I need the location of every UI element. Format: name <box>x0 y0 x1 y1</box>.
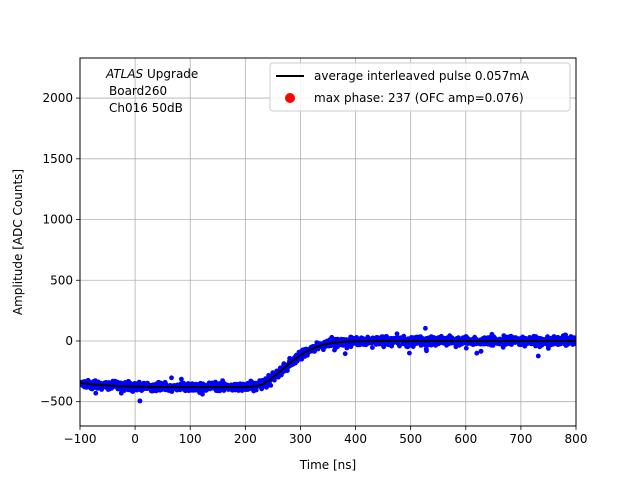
y-tick-label: 1000 <box>42 213 73 227</box>
x-axis-ticks: −100 0 100 200 300 400 500 600 700 800 <box>64 426 588 446</box>
data-point <box>200 388 206 394</box>
data-point <box>500 344 506 350</box>
y-tick-label: 2000 <box>42 91 73 105</box>
data-point <box>401 333 407 339</box>
plot-frame <box>79 57 577 427</box>
data-point <box>253 387 259 393</box>
legend: average interleaved pulse 0.057mA max ph… <box>269 62 571 112</box>
data-point <box>478 348 484 354</box>
data-point <box>92 379 97 384</box>
data-point <box>423 325 428 331</box>
data-point <box>370 345 375 350</box>
data-point <box>555 342 561 347</box>
y-tick-label: −500 <box>40 395 73 409</box>
y-axis-ticks: −500 0 500 1000 1500 2000 <box>40 91 80 409</box>
data-point <box>423 346 429 352</box>
data-point <box>332 343 338 349</box>
data-point <box>412 341 418 347</box>
x-tick-label: 200 <box>234 432 257 446</box>
data-point <box>110 378 116 384</box>
annotation-upgrade: Upgrade <box>143 67 198 81</box>
data-point <box>478 341 484 347</box>
data-point <box>533 334 539 340</box>
y-tick-label: 500 <box>50 273 73 287</box>
data-point <box>85 384 90 390</box>
annotation-atlas: ATLAS <box>105 67 144 81</box>
data-point <box>169 375 174 381</box>
data-point <box>523 336 528 341</box>
y-tick-label: 0 <box>65 334 73 348</box>
atlas-annotation: ATLAS Upgrade Board260 Ch016 50dB <box>105 67 198 115</box>
data-point <box>501 335 507 340</box>
data-point <box>395 340 401 346</box>
data-point <box>384 335 390 340</box>
data-point <box>344 345 350 351</box>
data-point <box>474 350 480 356</box>
annotation-channel: Ch016 50dB <box>109 101 183 115</box>
x-tick-label: 100 <box>179 432 202 446</box>
x-tick-label: 800 <box>565 432 588 446</box>
data-point <box>93 390 99 396</box>
x-tick-label: 300 <box>289 432 312 446</box>
data-point <box>264 384 269 389</box>
data-point <box>540 341 545 346</box>
legend-entry-max-phase: max phase: 237 (OFC amp=0.076) <box>314 91 524 105</box>
legend-entry-average-pulse: average interleaved pulse 0.057mA <box>314 69 530 83</box>
annotation-board: Board260 <box>109 84 167 98</box>
data-point <box>485 341 491 347</box>
data-point <box>198 382 204 387</box>
data-point <box>570 342 576 347</box>
x-tick-label: 500 <box>399 432 422 446</box>
data-point <box>193 387 199 393</box>
data-point <box>568 334 574 339</box>
data-point <box>386 342 391 348</box>
svg-text:ATLAS Upgrade: ATLAS Upgrade <box>105 67 198 81</box>
data-point <box>407 350 412 356</box>
data-point <box>332 347 337 353</box>
data-point <box>118 390 124 396</box>
data-point <box>179 376 184 382</box>
y-axis-label: Amplitude [ADC Counts] <box>11 169 25 315</box>
data-point <box>328 337 334 343</box>
data-point <box>489 341 494 347</box>
data-point <box>342 351 348 357</box>
legend-box <box>269 62 571 112</box>
data-point <box>302 354 308 359</box>
x-tick-label: 600 <box>454 432 477 446</box>
average-pulse-line <box>80 340 576 389</box>
plot-area <box>80 58 576 426</box>
data-point <box>563 332 568 338</box>
x-tick-label: 700 <box>509 432 532 446</box>
data-point <box>363 342 368 347</box>
data-point <box>394 336 400 341</box>
data-point <box>287 356 293 361</box>
data-point <box>394 331 400 337</box>
data-point <box>206 380 212 386</box>
x-tick-label: 0 <box>131 432 139 446</box>
data-point <box>365 334 371 340</box>
data-point <box>149 388 155 394</box>
x-axis-label: Time [ns] <box>299 458 356 472</box>
data-point <box>463 345 469 351</box>
data-point <box>535 353 541 359</box>
legend-marker-swatch <box>285 93 295 103</box>
data-point <box>369 336 375 341</box>
x-tick-label: 400 <box>344 432 367 446</box>
data-point <box>185 387 191 393</box>
data-point <box>246 381 251 387</box>
data-point <box>137 398 143 404</box>
data-point <box>431 335 437 341</box>
y-tick-label: 1500 <box>42 152 73 166</box>
data-point <box>213 379 218 385</box>
data-point <box>546 346 551 351</box>
x-tick-label: −100 <box>64 432 97 446</box>
data-point <box>312 348 317 354</box>
data-point <box>417 335 423 341</box>
data-point <box>504 340 510 346</box>
